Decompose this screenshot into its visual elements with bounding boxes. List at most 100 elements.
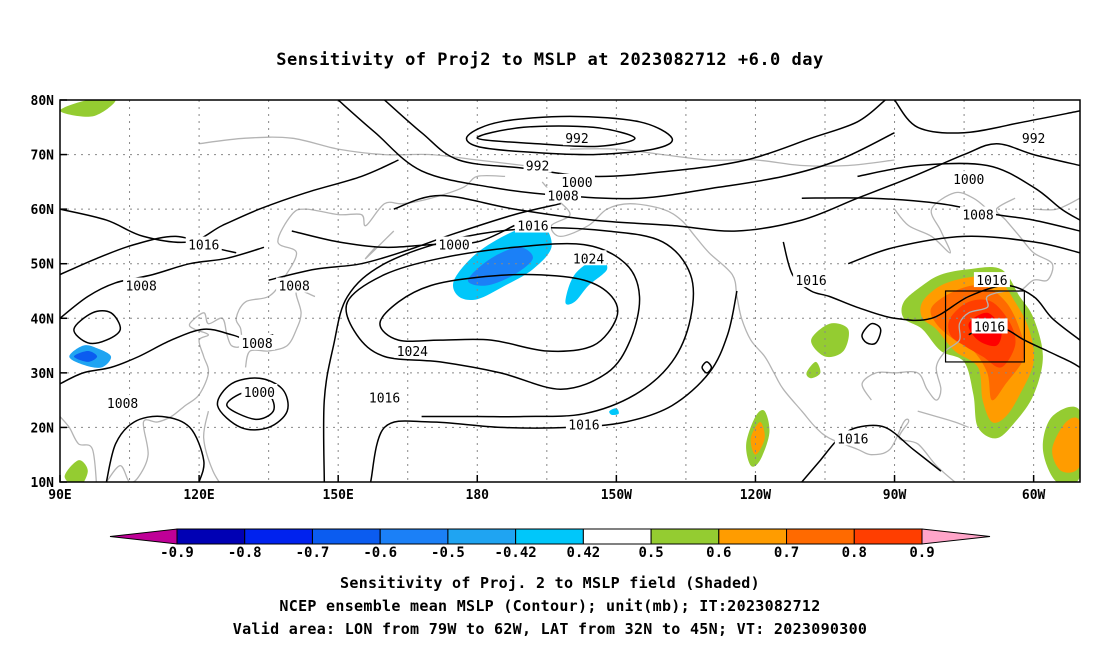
contour-label-bg (793, 272, 830, 288)
contour-label-bg (960, 206, 996, 222)
sensitivity-shading (60, 100, 1080, 482)
contour-label-bg (394, 343, 431, 359)
y-tick-label: 50N (31, 258, 55, 273)
contour-label-bg (523, 157, 552, 173)
contour-label-bg (565, 416, 602, 432)
chart-title: Sensitivity of Proj2 to MSLP at 20230827… (276, 50, 824, 70)
contour-label: 1000 (438, 239, 469, 254)
colorbar-arrow-low (109, 528, 178, 545)
colorbar-cell (447, 528, 517, 545)
shade-pos-atlantic-core (1052, 417, 1080, 473)
colorbar-label: -0.7 (296, 545, 330, 561)
contour-992-north (465, 115, 674, 156)
coastlines (60, 136, 1080, 482)
contour-1008-asia (60, 246, 265, 319)
colorbar-cell (786, 528, 855, 545)
contour-label-bg (241, 383, 278, 399)
axis-ticks: 90E 120E 150E 180 150W 120W 90W 60W 10N 20N 30N 40N… (31, 94, 1046, 503)
contour-label-bg (562, 130, 591, 146)
contour-label: 1008 (107, 397, 138, 412)
shade-pos-plains (811, 323, 849, 358)
coast-kamchatka (364, 230, 395, 260)
contour-label-bg (436, 236, 473, 252)
contour-1016-pacific (322, 227, 695, 482)
colorbar-cell (853, 528, 923, 545)
colorbar-label: -0.9 (160, 545, 194, 561)
plot-frame (59, 99, 1081, 483)
coast-cuba (917, 410, 969, 429)
shade-pos-small (806, 361, 821, 379)
colorbar-label: 0.42 (567, 545, 601, 561)
contour-label: 1000 (561, 176, 592, 191)
coast-east-america (861, 197, 1054, 401)
contour-label: 1008 (547, 190, 578, 205)
contour-label: 1008 (278, 280, 309, 295)
valid-area-rect (944, 290, 1025, 363)
shade-pos-mexico-core (750, 422, 765, 455)
x-tick-label: 120W (740, 488, 771, 503)
contour-label: 1016 (974, 320, 1005, 335)
colorbar-label: 0.6 (706, 545, 731, 561)
contour-label-bg (239, 334, 276, 350)
y-tick-label: 60N (31, 203, 55, 218)
colorbar-cell (311, 528, 381, 545)
contour-small-pacific (701, 361, 713, 374)
colorbar-cell (582, 528, 652, 545)
contour-label-bg (973, 272, 1010, 288)
shade-pos-arctic (60, 100, 116, 117)
contour-label-bg (366, 389, 403, 405)
contour-label-bg (834, 430, 871, 446)
contour-label-bg (570, 250, 607, 266)
shade-neg-small (609, 408, 619, 416)
colorbar-cell (244, 528, 313, 545)
colorbar-cell (176, 528, 246, 545)
coast-hudson-bay (893, 191, 988, 254)
contour-1016-siberia (60, 159, 399, 244)
y-tick-label: 10N (31, 476, 55, 491)
y-tick-label: 80N (31, 94, 55, 109)
contour-label-bg (123, 277, 160, 293)
x-tick-label: 150W (601, 488, 632, 503)
colorbar-label: -0.8 (228, 545, 262, 561)
contour-1000-aleutian (291, 224, 515, 249)
contour-label: 1024 (397, 345, 428, 360)
coast-greenland (1033, 197, 1080, 211)
shade-pos-bay (64, 460, 88, 482)
colorbar-label: -0.5 (431, 545, 465, 561)
contour-1016-south (369, 290, 738, 482)
contour-1016-small (861, 322, 882, 345)
contour-1008-arctic (337, 100, 895, 200)
coast-japan (244, 289, 316, 368)
x-tick-label: 180 (466, 488, 490, 503)
contour-1020 (345, 242, 641, 390)
coast-philippines (203, 410, 220, 482)
colorbar-label: -0.6 (363, 545, 397, 561)
contour-1008-scs (105, 415, 205, 482)
contour-label: 992 (526, 159, 549, 174)
contour-1016-na (782, 241, 1080, 341)
contour-992-east (893, 100, 1080, 134)
contour-label-bg (185, 236, 222, 252)
colorbar-cell (650, 528, 720, 545)
colorbar-label: -0.42 (495, 545, 537, 561)
contour-label-bg (104, 394, 141, 410)
contour-label: 1016 (188, 239, 219, 254)
coast-asia (105, 174, 506, 482)
contour-label: 992 (1022, 132, 1045, 147)
contour-label-bg (950, 171, 987, 187)
coast-arctic-america (569, 148, 895, 167)
contour-label-bg (514, 217, 551, 233)
coast-bay-of-bengal (60, 416, 97, 482)
contour-1000-east (857, 162, 1080, 221)
contour-label: 1016 (568, 419, 599, 434)
x-tick-label: 120E (183, 488, 214, 503)
colorbar-arrow-high (921, 528, 991, 545)
contour-label: 1008 (241, 337, 272, 352)
x-tick-label: 90W (883, 488, 907, 503)
contour-label: 1016 (976, 274, 1007, 289)
contour-label-bg (558, 173, 595, 189)
colorbar-cell (379, 528, 449, 545)
caption-shading: Sensitivity of Proj. 2 to MSLP field (Sh… (340, 574, 760, 592)
contour-label-bg (1019, 130, 1048, 146)
contour-label: 1016 (795, 274, 826, 289)
